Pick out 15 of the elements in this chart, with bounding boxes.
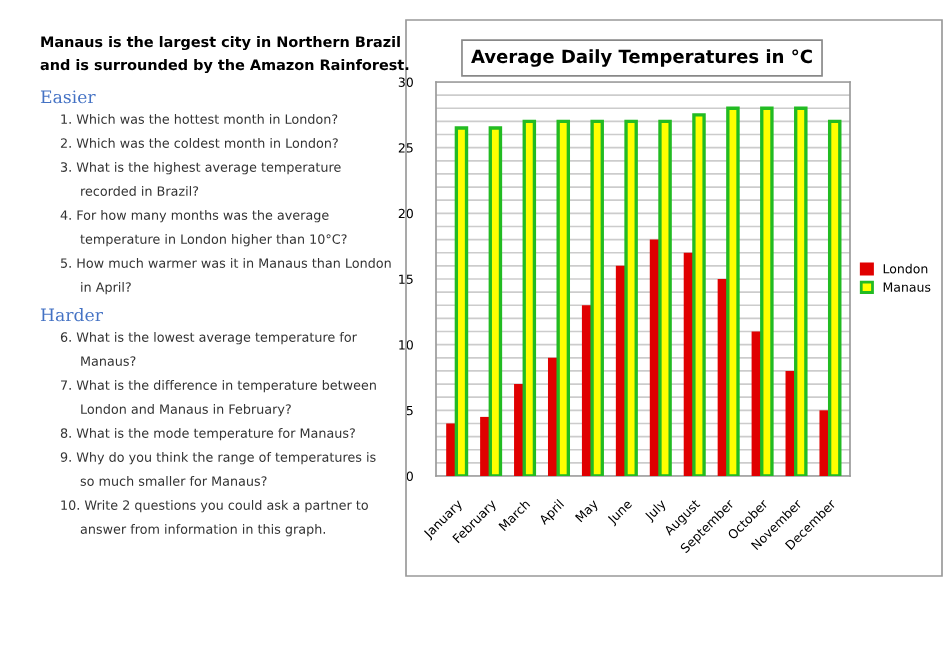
bar (658, 119, 672, 476)
bar (590, 119, 604, 476)
bar (692, 113, 706, 476)
bar (522, 119, 537, 476)
bar (624, 119, 638, 476)
text: Harder (40, 308, 103, 322)
bar (454, 126, 469, 476)
bar (488, 126, 503, 476)
bar (794, 106, 808, 476)
bar (726, 106, 740, 476)
bar (827, 119, 842, 476)
chart-title: Average Daily Temperatures in °C (471, 49, 812, 67)
bar (556, 119, 571, 476)
text: Easier (40, 90, 96, 104)
bar (760, 106, 774, 476)
